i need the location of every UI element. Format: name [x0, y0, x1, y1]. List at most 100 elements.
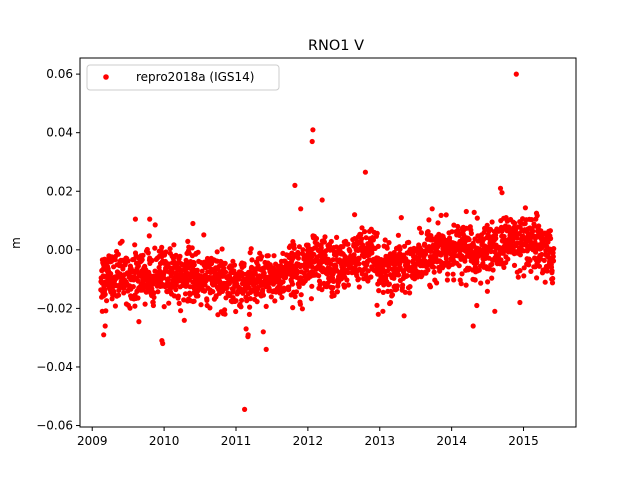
data-point	[224, 285, 230, 291]
data-point	[401, 313, 407, 319]
data-point	[296, 251, 302, 257]
data-point	[316, 273, 322, 279]
data-point	[161, 275, 167, 281]
data-point	[505, 256, 511, 262]
data-point	[245, 332, 251, 338]
data-point	[402, 289, 408, 295]
data-point	[261, 270, 267, 276]
data-point	[545, 239, 551, 245]
data-point	[386, 281, 392, 287]
data-point	[242, 406, 248, 412]
data-point	[190, 220, 196, 227]
data-point	[247, 296, 253, 302]
data-point	[355, 276, 362, 282]
data-point	[136, 319, 142, 325]
x-tick-label: 2010	[149, 434, 180, 448]
data-point	[363, 235, 369, 241]
data-point	[358, 231, 364, 238]
data-point	[247, 304, 253, 310]
data-point	[243, 326, 249, 332]
data-point	[531, 223, 538, 229]
data-point	[151, 290, 157, 296]
legend: repro2018a (IGS14)	[86, 64, 280, 91]
data-point	[386, 263, 392, 269]
data-point	[132, 242, 138, 248]
data-point	[501, 233, 507, 240]
data-point	[201, 232, 207, 238]
data-point	[102, 323, 108, 329]
data-point	[195, 249, 201, 255]
data-point	[132, 303, 138, 309]
data-point	[166, 300, 172, 306]
data-point	[247, 250, 253, 256]
data-point	[311, 251, 317, 257]
data-point	[407, 284, 413, 290]
data-point	[542, 279, 548, 285]
data-point	[272, 298, 278, 304]
data-point	[522, 205, 529, 211]
data-point	[115, 251, 121, 257]
data-point	[296, 244, 302, 250]
data-point	[396, 272, 402, 278]
data-point	[427, 284, 434, 290]
data-point	[152, 245, 158, 251]
data-point	[341, 282, 347, 288]
data-point	[487, 226, 494, 232]
data-point	[536, 263, 543, 269]
data-point	[497, 185, 504, 191]
data-point	[431, 264, 437, 270]
data-point	[313, 235, 320, 242]
data-point	[517, 268, 523, 274]
data-point	[135, 263, 141, 269]
data-point	[215, 312, 221, 318]
data-point	[544, 268, 550, 274]
data-point	[181, 317, 187, 323]
data-point	[299, 306, 305, 312]
data-point	[527, 257, 533, 263]
data-point	[474, 259, 480, 265]
data-point	[321, 239, 327, 245]
data-point	[177, 253, 183, 259]
data-point	[102, 291, 108, 297]
data-point	[286, 284, 292, 290]
data-point	[476, 267, 482, 273]
data-point	[322, 252, 328, 259]
data-point	[152, 222, 158, 228]
data-point	[455, 223, 461, 230]
data-point	[181, 297, 187, 303]
data-point	[550, 258, 557, 264]
data-point	[438, 212, 444, 218]
data-point	[549, 280, 556, 286]
data-point	[510, 237, 516, 243]
data-point	[327, 247, 333, 253]
data-point	[489, 219, 495, 225]
data-point	[382, 237, 388, 243]
data-point	[210, 289, 216, 295]
data-point	[391, 275, 397, 281]
data-point	[238, 304, 244, 310]
data-point	[263, 346, 269, 352]
data-point	[450, 271, 456, 277]
data-point	[401, 243, 408, 249]
data-point	[550, 254, 556, 260]
data-point	[259, 254, 265, 260]
data-point	[150, 302, 156, 309]
y-tick-label: −0.06	[36, 419, 73, 433]
data-point	[389, 292, 396, 298]
data-point	[369, 250, 375, 256]
data-point	[435, 244, 441, 250]
data-point	[526, 262, 532, 268]
data-point	[249, 257, 255, 263]
data-point	[171, 242, 177, 248]
data-point	[517, 299, 523, 306]
data-point	[466, 237, 472, 243]
x-tick-label: 2015	[508, 434, 539, 448]
data-point	[429, 206, 435, 212]
data-point	[480, 260, 486, 266]
data-point	[263, 303, 269, 309]
data-point	[233, 298, 239, 304]
data-point	[334, 234, 340, 240]
data-point	[260, 287, 266, 293]
data-point	[404, 273, 410, 279]
y-tick-label: −0.02	[36, 301, 73, 315]
